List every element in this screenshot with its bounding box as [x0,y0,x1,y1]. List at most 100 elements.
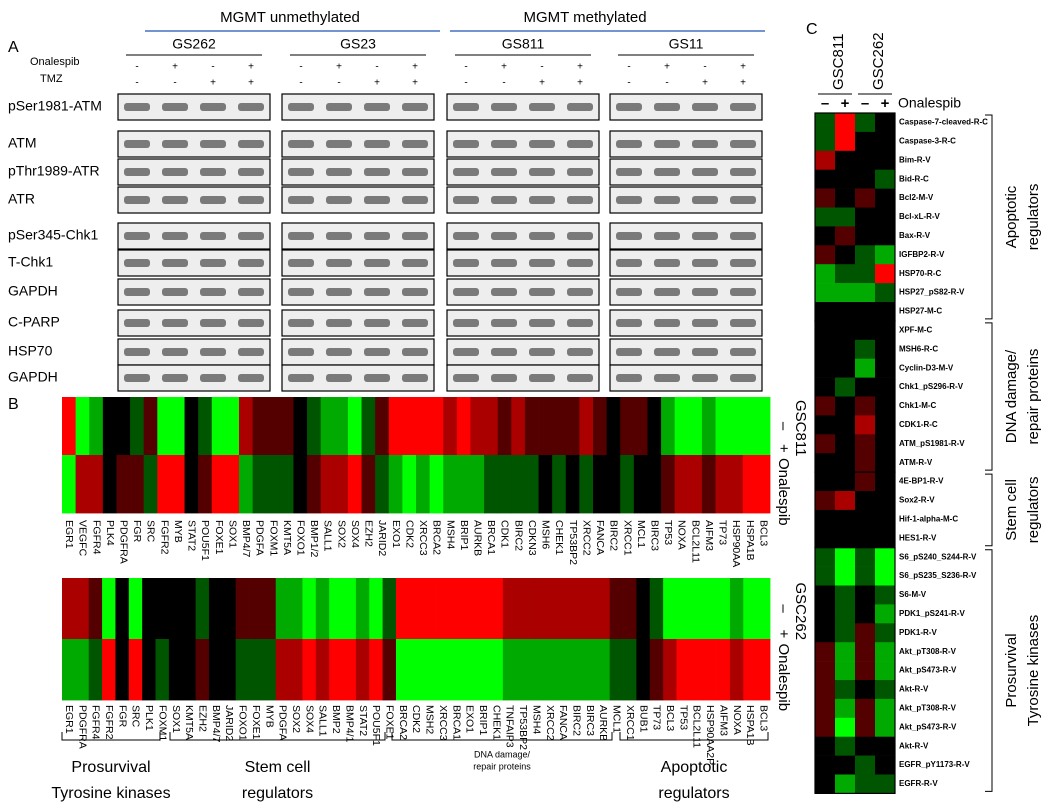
blot-band [453,232,479,240]
gene-label: POU5F1 [370,705,382,746]
group-bracket [619,732,769,741]
gene-label: TP73 [651,705,663,730]
blot-band [238,348,264,356]
protein-label: EGFR_pY1173-R-V [899,760,970,769]
heatmap-cell [633,455,648,514]
blot-band [238,232,264,240]
gene-label: BIRC2 [608,520,620,551]
heatmap-cell [855,415,876,435]
heatmap-cell [102,397,117,456]
blot-band [616,103,642,111]
heatmap-cell [342,639,357,701]
blot-band [402,288,428,296]
blot-band [200,168,226,176]
gene-label: STAT2 [357,705,369,736]
gene-label: CHEK1 [490,705,502,740]
gene-label: FOXM1 [156,705,168,741]
heatmap-cell [62,578,76,640]
heatmap-cell [815,207,836,227]
gene-label: BRCA1 [485,520,497,555]
heatmap-cell [875,717,896,737]
blot-band [326,259,352,267]
gene-label: BCL3 [758,705,770,731]
heatmap-cell [170,397,185,456]
heatmap-cell [855,698,876,719]
heatmap-cell [502,578,517,640]
heatmap-cell [689,578,704,640]
heatmap-cell [835,150,856,170]
gene-label: FOXO1 [237,705,249,741]
gene-label: KMT5A [183,705,195,740]
gene-label: BIRC2 [571,705,583,736]
blot-band [654,140,680,148]
blot-band [491,103,517,111]
blot-band [491,140,517,148]
gene-label: AIFM3 [703,520,715,551]
gene-label: MCL1 [611,705,623,733]
heatmap-cell [198,397,213,456]
blot-band [529,196,555,204]
heatmap-cell [184,455,199,514]
blot-band [616,259,642,267]
heatmap-cell [249,639,263,701]
heatmap-cell [484,397,499,456]
gene-label: AURKB [471,520,483,556]
heatmap-cell [170,455,185,514]
heatmap-cell [703,578,717,640]
gene-label: TP53 [677,705,689,730]
gene-label: XRCC3 [417,520,429,556]
heatmap-cell [102,455,117,514]
blot-band [124,140,150,148]
blot-band [529,103,555,111]
blot-band [529,232,555,240]
gene-label: BIRC3 [584,705,596,736]
heatmap-cell [815,245,836,265]
blot-band [692,196,718,204]
protein-label: Bim-R-V [899,155,931,164]
heatmap-cell [315,639,330,701]
gene-label: MSH4 [530,705,542,734]
heatmap-cell [875,264,896,284]
blot-label: GAPDH [8,283,58,299]
heatmap-cell [855,113,876,133]
heatmap-cell [701,455,716,514]
treatment-sign: - [464,78,467,89]
gene-label: JARID2 [223,705,235,741]
heatmap-cell [756,455,771,514]
heatmap-cell [402,397,417,456]
blot-band [692,259,718,267]
heatmap-cell [342,578,357,640]
heatmap-cell [168,578,183,640]
heatmap-cell [262,578,277,640]
gene-label: VEGFC [77,520,89,557]
blot-band [616,288,642,296]
group-label: Apoptotic [1003,185,1020,248]
heatmap-cell [116,397,131,456]
blot-band [238,196,264,204]
heatmap-cell [875,755,896,775]
heatmap-cell [130,397,145,456]
heatmap-cell [395,578,410,640]
treatment-sign: - [627,62,630,73]
heatmap-cell [579,397,594,456]
heatmap-cell [855,717,876,737]
blot-band [326,374,352,382]
heatmap-cell [875,661,896,681]
heatmap-cell [115,578,130,640]
gene-label: FGFR4 [90,705,102,740]
blot-band [491,348,517,356]
blot-label: ATM [8,135,37,151]
gene-label: EZH2 [196,705,208,732]
heatmap-cell [663,578,677,640]
heatmap-cell [835,434,856,454]
blot-label: ATR [8,191,35,207]
group-bracket [61,732,161,741]
gene-label: SOX4 [303,705,315,733]
heatmap-cell [62,639,76,701]
heatmap-cell [835,207,856,227]
treatment-name: Onalespib [898,95,961,111]
condition-minus: – [775,604,792,613]
gene-label: CHEK1 [553,520,565,555]
heatmap-cell [569,578,584,640]
heatmap-cell [476,578,490,640]
